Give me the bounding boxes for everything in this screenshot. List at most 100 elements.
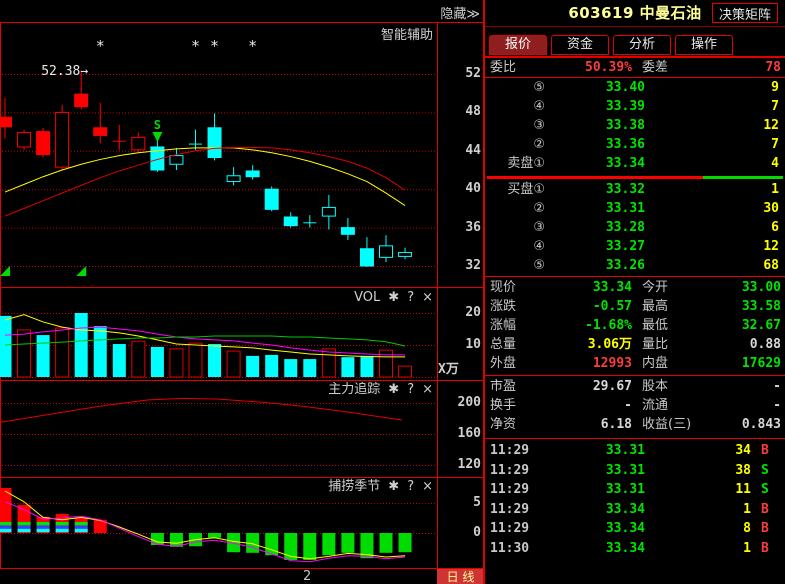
level-label: ④	[533, 239, 545, 254]
main-chart-header: 智能辅助	[381, 28, 433, 43]
tick-side: B	[761, 540, 769, 556]
stat-label: 量比	[642, 337, 669, 352]
level-price: 33.31	[605, 201, 645, 216]
axis-tick-label: X万	[438, 362, 459, 377]
stat-value: 32.67	[741, 318, 781, 333]
level-price: 33.39	[605, 99, 645, 114]
tick-qty: 11	[735, 482, 751, 498]
tick-price: 33.34	[605, 501, 645, 517]
chart-area: 52.38→ * * * * S 隐藏≫ 智能辅助 VOL ✱ ? × 主力追踪 ✱ ? …	[0, 7, 485, 584]
tick-side: B	[761, 501, 769, 517]
decision-matrix-button[interactable]: 决策矩阵	[711, 3, 778, 23]
stat-row: 涨跌 -0.57 最高 33.58	[485, 297, 785, 316]
svg-text:52.38→: 52.38→	[41, 64, 88, 79]
tab-资金[interactable]: 资金	[551, 35, 609, 55]
level-price: 33.40	[605, 80, 645, 95]
tick-row: 11:29 33.31 38 S	[485, 461, 785, 481]
stat-value: 33.00	[741, 280, 781, 295]
level-label: 卖盘①	[507, 156, 545, 171]
level-label: ④	[533, 99, 545, 114]
stat-row: 总量 3.06万 量比 0.88	[485, 335, 785, 354]
stat-value: 17629	[741, 356, 781, 371]
tick-row: 11:29 33.31 34 B	[485, 441, 785, 461]
svg-text:S: S	[154, 118, 161, 132]
svg-text:*: *	[96, 37, 105, 55]
separator	[485, 77, 785, 78]
stat-label: 股本	[642, 379, 669, 394]
tick-qty: 8	[743, 521, 751, 537]
axis-tick-label: 120	[457, 457, 481, 472]
hide-panel-button[interactable]: 隐藏≫	[440, 7, 480, 22]
tab-操作[interactable]: 操作	[675, 35, 733, 55]
stat-label: 外盘	[490, 356, 517, 371]
stat-label: 今开	[642, 280, 669, 295]
weibi-label: 委比	[490, 60, 517, 75]
stat-label: 现价	[490, 280, 517, 295]
level-price: 33.32	[605, 182, 645, 197]
close-icon[interactable]: ×	[422, 479, 433, 494]
stat-value: 29.67	[592, 379, 632, 394]
level-label: ⑤	[533, 80, 545, 95]
stat-label: 涨跌	[490, 299, 517, 314]
stat-value: 33.34	[592, 280, 632, 295]
level-qty: 6	[771, 220, 779, 235]
help-icon[interactable]: ?	[407, 290, 415, 305]
ask-row: 卖盘① 33.34 4	[485, 154, 785, 173]
settings-icon[interactable]: ✱	[388, 290, 400, 305]
level-label: ②	[533, 201, 545, 216]
separator	[485, 375, 785, 376]
bid-row: ② 33.31 30	[485, 199, 785, 218]
stat-label: 内盘	[642, 356, 669, 371]
period-daily-button[interactable]: 日 线	[437, 569, 484, 584]
close-icon[interactable]: ×	[422, 290, 433, 305]
tick-side: B	[761, 521, 769, 537]
stat-value: -	[624, 398, 632, 413]
bid-row: ④ 33.27 12	[485, 237, 785, 256]
tab-报价[interactable]: 报价	[489, 35, 547, 55]
stat-label: 涨幅	[490, 318, 517, 333]
settings-icon[interactable]: ✱	[388, 479, 400, 494]
help-icon[interactable]: ?	[407, 479, 415, 494]
tick-row: 11:29 33.34 1 B	[485, 500, 785, 520]
stat-row: 现价 33.34 今开 33.00	[485, 278, 785, 297]
tick-qty: 38	[735, 462, 751, 478]
stat-label: 市盈	[490, 379, 517, 394]
axis-tick-label: 160	[457, 426, 481, 441]
ask-row: ② 33.36 7	[485, 135, 785, 154]
axis-tick-label: 0	[473, 525, 481, 540]
level-price: 33.38	[605, 118, 645, 133]
tick-side: S	[761, 462, 769, 478]
charts-canvas: 52.38→ * * * * S	[0, 22, 485, 569]
tab-分析[interactable]: 分析	[613, 35, 671, 55]
level-price: 33.34	[605, 156, 645, 171]
weibi-value: 50.39%	[585, 60, 632, 75]
svg-text:*: *	[191, 37, 200, 55]
level-label: ②	[533, 137, 545, 152]
level-qty: 12	[763, 239, 779, 254]
quote-title-row: 603619 中曼石油 决策矩阵	[485, 0, 785, 27]
help-icon[interactable]: ?	[407, 382, 415, 397]
commission-ratio-row: 委比 50.39% 委差 78	[485, 58, 785, 77]
close-icon[interactable]: ×	[422, 382, 433, 397]
level-qty: 30	[763, 201, 779, 216]
tick-time: 11:29	[490, 482, 530, 498]
stat-label: 最低	[642, 318, 669, 333]
level-price: 33.26	[605, 258, 645, 273]
tick-row: 11:29 33.31 11 S	[485, 480, 785, 500]
stat-row: 涨幅 -1.68% 最低 32.67	[485, 316, 785, 335]
ask-levels: ⑤ 33.40 9 ④ 33.39 7 ③ 33.38 12 ② 33.36 7 卖盘① 33.34 4	[485, 78, 785, 173]
stat-value: 6.18	[600, 417, 632, 432]
info-row: 净资 6.18 收益(三) 0.843	[485, 415, 785, 434]
settings-icon[interactable]: ✱	[388, 382, 400, 397]
tick-price: 33.31	[605, 462, 645, 478]
stat-label: 换手	[490, 398, 517, 413]
separator	[485, 438, 785, 439]
svg-text:*: *	[248, 37, 257, 55]
stock-title: 603619 中曼石油	[568, 4, 701, 22]
axis-tick-label: 32	[465, 258, 481, 273]
level-qty: 7	[771, 99, 779, 114]
main-force-label: 主力追踪	[328, 382, 381, 397]
level-label: ③	[533, 220, 545, 235]
stat-value: -	[773, 398, 781, 413]
tick-row: 11:30 33.34 1 B	[485, 539, 785, 559]
